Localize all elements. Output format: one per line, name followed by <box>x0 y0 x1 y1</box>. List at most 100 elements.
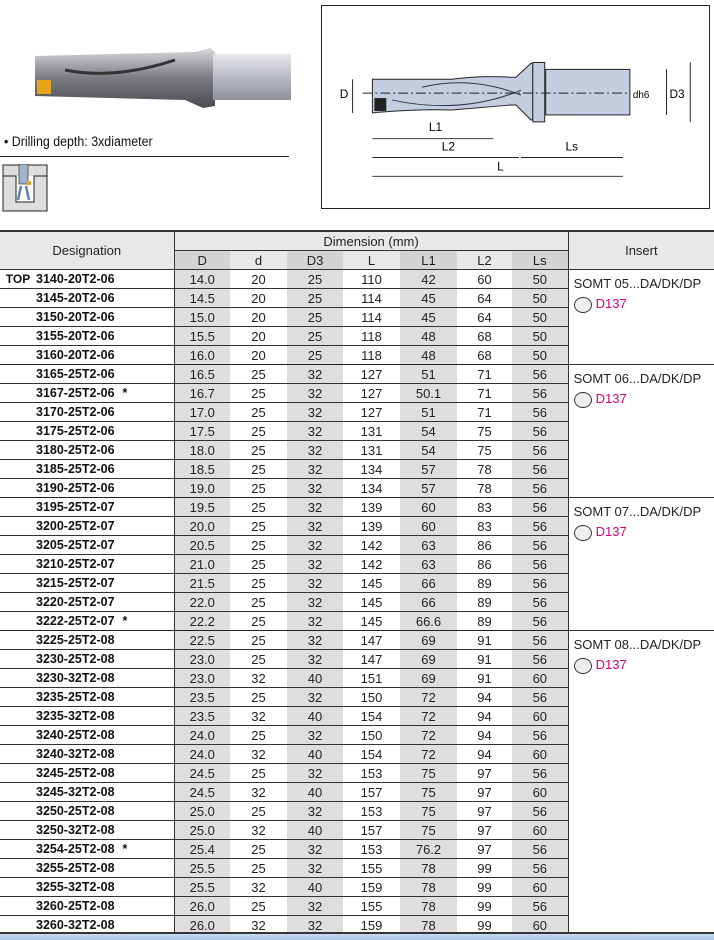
cell-ls: 56 <box>512 725 569 745</box>
designation-code: 3200-25T2-07 <box>36 519 115 533</box>
designation-cell: 3220-25T2-07 <box>0 592 175 612</box>
cell-d: 20 <box>230 307 287 327</box>
designation-cell: 3235-25T2-08 <box>0 687 175 707</box>
cell-d3: 32 <box>287 573 343 593</box>
cell-d3: 32 <box>287 801 343 821</box>
designation-cell: TOP 3140-20T2-06 <box>0 269 175 289</box>
cell-d: 24.0 <box>174 725 230 745</box>
cell-d: 25 <box>230 763 287 783</box>
label-D3: D3 <box>669 87 685 101</box>
designation-code: 3175-25T2-06 <box>36 424 115 438</box>
cell-d3: 32 <box>287 402 343 422</box>
cell-d3: 32 <box>287 497 343 517</box>
cell-l: 147 <box>343 649 400 669</box>
designation-code: 3240-32T2-08 <box>36 747 115 761</box>
cell-d3: 32 <box>287 478 343 498</box>
cell-d: 20 <box>230 288 287 308</box>
cell-ls: 56 <box>512 535 569 555</box>
cell-ls: 56 <box>512 611 569 631</box>
cell-l2: 71 <box>457 383 512 403</box>
cell-ls: 56 <box>512 554 569 574</box>
insert-header: Insert <box>567 230 714 270</box>
cell-l2: 75 <box>457 440 512 460</box>
table-row: 3245-32T2-08 24.5 32 40 157 75 97 60 <box>0 782 714 802</box>
label-dh6: dh6 <box>633 90 650 101</box>
cell-d: 16.7 <box>174 383 230 403</box>
cell-d3: 32 <box>287 535 343 555</box>
cell-l: 142 <box>343 554 400 574</box>
cell-l: 153 <box>343 763 400 783</box>
cell-d: 25 <box>230 364 287 384</box>
catalog-lookup-icon[interactable] <box>573 391 592 408</box>
designation-cell: 3255-32T2-08 <box>0 877 175 897</box>
cell-l2: 97 <box>457 801 512 821</box>
cell-ls: 50 <box>512 269 569 289</box>
cell-d: 18.0 <box>174 440 230 460</box>
page-reference-link[interactable]: D137 <box>595 296 627 311</box>
cell-l: 155 <box>343 896 400 916</box>
designation-code: 3260-32T2-08 <box>36 918 115 932</box>
cell-d: 25 <box>230 573 287 593</box>
table-row: 3190-25T2-06 19.0 25 32 134 57 78 56 <box>0 478 714 498</box>
designation-cell: 3245-25T2-08 <box>0 763 175 783</box>
drilling-application-icon <box>2 164 48 212</box>
cell-d: 15.0 <box>174 307 230 327</box>
cell-l2: 83 <box>457 516 512 536</box>
cell-d: 25.5 <box>174 877 230 897</box>
designation-cell: 3225-25T2-08 <box>0 630 175 650</box>
designation-cell: 3245-32T2-08 <box>0 782 175 802</box>
cell-d: 25 <box>230 687 287 707</box>
designation-cell: 3230-32T2-08 <box>0 668 175 688</box>
cell-ls: 56 <box>512 402 569 422</box>
cell-ls: 60 <box>512 706 569 726</box>
dimension-header: Dimension (mm) <box>174 230 569 251</box>
label-D: D <box>340 87 349 101</box>
designation-cell: 3240-25T2-08 <box>0 725 175 745</box>
cell-d: 25 <box>230 839 287 859</box>
cell-l1: 48 <box>400 345 457 365</box>
cell-d: 25 <box>230 630 287 650</box>
cell-d: 24.0 <box>174 744 230 764</box>
cell-l: 131 <box>343 440 400 460</box>
catalog-lookup-icon[interactable] <box>573 296 592 313</box>
designation-code: 3255-32T2-08 <box>36 880 115 894</box>
table-row: 3225-25T2-08 22.5 25 32 147 69 91 56 SOMT 08...D… <box>0 630 714 935</box>
table-row: 3170-25T2-06 17.0 25 32 127 51 71 56 <box>0 402 714 422</box>
cell-d: 25.0 <box>174 801 230 821</box>
catalog-lookup-icon[interactable] <box>573 524 592 541</box>
cell-l2: 99 <box>457 858 512 878</box>
catalog-lookup-icon[interactable] <box>573 657 592 674</box>
cell-d: 32 <box>230 744 287 764</box>
cell-ls: 56 <box>512 459 569 479</box>
designation-cell: 3180-25T2-06 <box>0 440 175 460</box>
designation-code: 3215-25T2-07 <box>36 576 115 590</box>
cell-d3: 32 <box>287 516 343 536</box>
page-reference-link[interactable]: D137 <box>595 524 627 539</box>
cell-l1: 75 <box>400 820 457 840</box>
column-header-d: d <box>230 250 287 270</box>
cell-d: 25 <box>230 801 287 821</box>
cell-ls: 56 <box>512 516 569 536</box>
page-reference-link[interactable]: D137 <box>595 657 627 672</box>
cell-l1: 75 <box>400 763 457 783</box>
cell-ls: 56 <box>512 687 569 707</box>
cell-d: 15.5 <box>174 326 230 346</box>
cell-ls: 60 <box>512 782 569 802</box>
designation-code: 3145-20T2-06 <box>36 291 115 305</box>
cell-l1: 66 <box>400 592 457 612</box>
cell-l: 114 <box>343 288 400 308</box>
cell-d: 32 <box>230 668 287 688</box>
cell-l: 145 <box>343 573 400 593</box>
cell-l1: 78 <box>400 877 457 897</box>
table-row: 3167-25T2-06 * 16.7 25 32 127 50.1 71 56 <box>0 383 714 403</box>
page-reference-link[interactable]: D137 <box>595 391 627 406</box>
cell-d: 25 <box>230 478 287 498</box>
designation-code: 3260-25T2-08 <box>36 899 115 913</box>
special-marker: * <box>122 614 128 628</box>
cell-d: 21.0 <box>174 554 230 574</box>
cell-l: 155 <box>343 858 400 878</box>
cell-d: 26.0 <box>174 915 230 935</box>
cell-d: 23.5 <box>174 687 230 707</box>
cell-d3: 32 <box>287 763 343 783</box>
